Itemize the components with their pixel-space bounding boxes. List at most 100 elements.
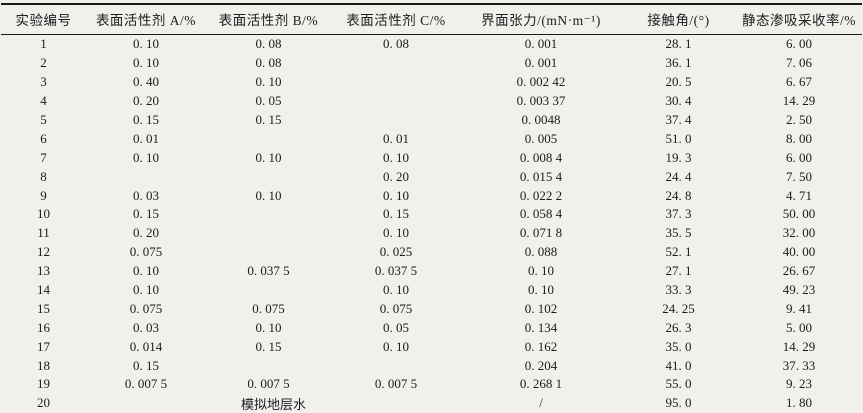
cell-surfactant-c: 0. 025 (379, 244, 413, 260)
cell-interfacial-tension: 0. 003 37 (516, 93, 566, 109)
cell-experiment-id: 12 (37, 244, 50, 260)
cell-surfactant-a: 0. 03 (133, 319, 159, 335)
cell-interfacial-tension: 0. 022 2 (519, 187, 563, 203)
cell-surfactant-b (206, 205, 331, 224)
cell-surfactant-c (331, 356, 461, 375)
cell-surfactant-b: 0. 10 (255, 74, 282, 90)
cell-surfactant-c (331, 92, 461, 111)
cell-surfactant-b (206, 167, 331, 186)
cell-recovery: 37. 33 (782, 357, 816, 373)
cell-surfactant-a: 0. 20 (133, 225, 159, 241)
cell-surfactant-b: 0. 05 (255, 93, 282, 109)
cell-interfacial-tension: 0. 10 (528, 282, 554, 298)
cell-contact-angle: 26. 3 (665, 319, 692, 335)
cell-surfactant-a: 0. 40 (133, 74, 159, 90)
cell-surfactant-a: 0. 10 (133, 149, 159, 165)
cell-merged-simulated-formation-water: 模拟地层水 (240, 396, 306, 412)
cell-interfacial-tension: 0. 008 4 (519, 149, 563, 165)
cell-interfacial-tension: 0. 134 (524, 319, 558, 335)
cell-contact-angle: 35. 0 (665, 338, 692, 354)
cell-interfacial-tension: 0. 0048 (521, 112, 561, 127)
cell-interfacial-tension: 0. 162 (524, 338, 558, 354)
cell-experiment-id: 19 (37, 376, 50, 392)
cell-experiment-id: 10 (37, 206, 50, 222)
cell-surfactant-b (206, 243, 331, 262)
cell-interfacial-tension: 0. 015 4 (519, 168, 563, 184)
cell-interfacial-tension: 0. 071 8 (519, 225, 563, 241)
cell-recovery: 1. 80 (786, 395, 812, 411)
cell-recovery: 49. 23 (782, 282, 816, 298)
cell-surfactant-b: 0. 037 5 (247, 263, 290, 279)
cell-interfacial-tension: 0. 204 (524, 357, 558, 373)
cell-recovery: 9. 41 (786, 300, 812, 316)
cell-interfacial-tension: 0. 268 1 (519, 376, 563, 392)
cell-recovery: 9. 23 (786, 376, 812, 392)
cell-contact-angle: 35. 5 (665, 225, 692, 241)
cell-contact-angle: 30. 4 (665, 93, 692, 109)
cell-recovery: 40. 00 (782, 244, 816, 260)
table-row: 3 0. 40 0. 10 0. 002 42 20. 5 6. 67 (1, 73, 862, 92)
table-row: 8 0. 20 0. 015 4 24. 4 7. 50 (1, 167, 862, 186)
table-row-simulated-formation-water: 20 模拟地层水 / 95. 0 1. 80 (1, 394, 862, 413)
cell-surfactant-a: 0. 20 (133, 93, 159, 109)
cell-experiment-id: 1 (40, 36, 47, 52)
cell-surfactant-c: 0. 20 (383, 168, 409, 184)
cell-contact-angle: 95. 0 (665, 395, 692, 411)
cell-surfactant-a: 0. 01 (133, 130, 159, 146)
cell-experiment-id: 8 (40, 168, 47, 184)
cell-contact-angle: 33. 3 (665, 282, 692, 298)
cell-surfactant-b: 0. 15 (255, 338, 282, 354)
column-header-experiment-id: 实验编号 (1, 4, 86, 35)
cell-recovery: 7. 50 (786, 168, 812, 184)
cell-contact-angle: 27. 1 (665, 263, 692, 279)
cell-interfacial-tension: 0. 058 4 (519, 206, 563, 222)
cell-surfactant-c (331, 111, 461, 130)
cell-recovery: 6. 00 (786, 149, 812, 165)
cell-contact-angle: 41. 0 (665, 357, 692, 373)
cell-recovery: 8. 00 (786, 130, 812, 146)
table-row: 17 0. 014 0. 15 0. 10 0. 162 35. 0 14. 2… (1, 337, 862, 356)
cell-surfactant-a: 0. 10 (133, 282, 159, 298)
cell-surfactant-a: 0. 007 5 (124, 376, 168, 392)
cell-surfactant-a: 0. 10 (133, 263, 159, 279)
cell-surfactant-a: 0. 15 (133, 206, 159, 222)
cell-surfactant-c: 0. 075 (379, 300, 413, 316)
cell-contact-angle: 52. 1 (665, 244, 692, 260)
column-header-surfactant-c: 表面活性剂 C/% (331, 4, 461, 35)
cell-recovery: 4. 71 (786, 187, 812, 203)
cell-experiment-id: 4 (40, 93, 47, 109)
cell-contact-angle: 37. 3 (665, 206, 692, 222)
cell-surfactant-c (331, 54, 461, 73)
cell-recovery: 7. 06 (786, 55, 812, 71)
column-header-surfactant-b: 表面活性剂 B/% (206, 4, 331, 35)
cell-surfactant-b (206, 281, 331, 300)
cell-experiment-id: 14 (37, 282, 50, 298)
table-row: 14 0. 10 0. 10 0. 10 33. 3 49. 23 (1, 281, 862, 300)
cell-surfactant-c (331, 73, 461, 92)
cell-interfacial-tension: 0. 001 (524, 55, 558, 71)
cell-interfacial-tension: 0. 10 (528, 263, 554, 279)
cell-surfactant-a (86, 167, 206, 186)
cell-surfactant-c: 0. 007 5 (374, 376, 418, 392)
cell-interfacial-tension: 0. 005 (524, 130, 558, 146)
cell-contact-angle: 19. 3 (665, 149, 692, 165)
cell-experiment-id: 9 (40, 187, 47, 203)
cell-surfactant-c: 0. 037 5 (374, 263, 418, 279)
cell-surfactant-b (206, 129, 331, 148)
cell-surfactant-b: 0. 10 (255, 187, 282, 203)
table-row: 9 0. 03 0. 10 0. 10 0. 022 2 24. 8 4. 71 (1, 186, 862, 205)
experiment-results-table: 实验编号 表面活性剂 A/% 表面活性剂 B/% 表面活性剂 C/% 界面张力/… (1, 3, 862, 413)
header-row: 实验编号 表面活性剂 A/% 表面活性剂 B/% 表面活性剂 C/% 界面张力/… (1, 4, 862, 35)
table-row: 15 0. 075 0. 075 0. 075 0. 102 24. 25 9.… (1, 299, 862, 318)
cell-experiment-id: 11 (37, 225, 50, 241)
cell-experiment-id: 3 (40, 74, 47, 90)
table-row: 6 0. 01 0. 01 0. 005 51. 0 8. 00 (1, 129, 862, 148)
cell-surfactant-b: 0. 10 (255, 149, 282, 165)
cell-surfactant-b: 0. 15 (255, 112, 282, 127)
cell-interfacial-tension: 0. 002 42 (516, 74, 566, 90)
table-row: 18 0. 15 0. 204 41. 0 37. 33 (1, 356, 862, 375)
cell-recovery: 14. 29 (782, 338, 816, 354)
cell-surfactant-b: 0. 10 (255, 319, 282, 335)
cell-contact-angle: 28. 1 (665, 36, 692, 52)
